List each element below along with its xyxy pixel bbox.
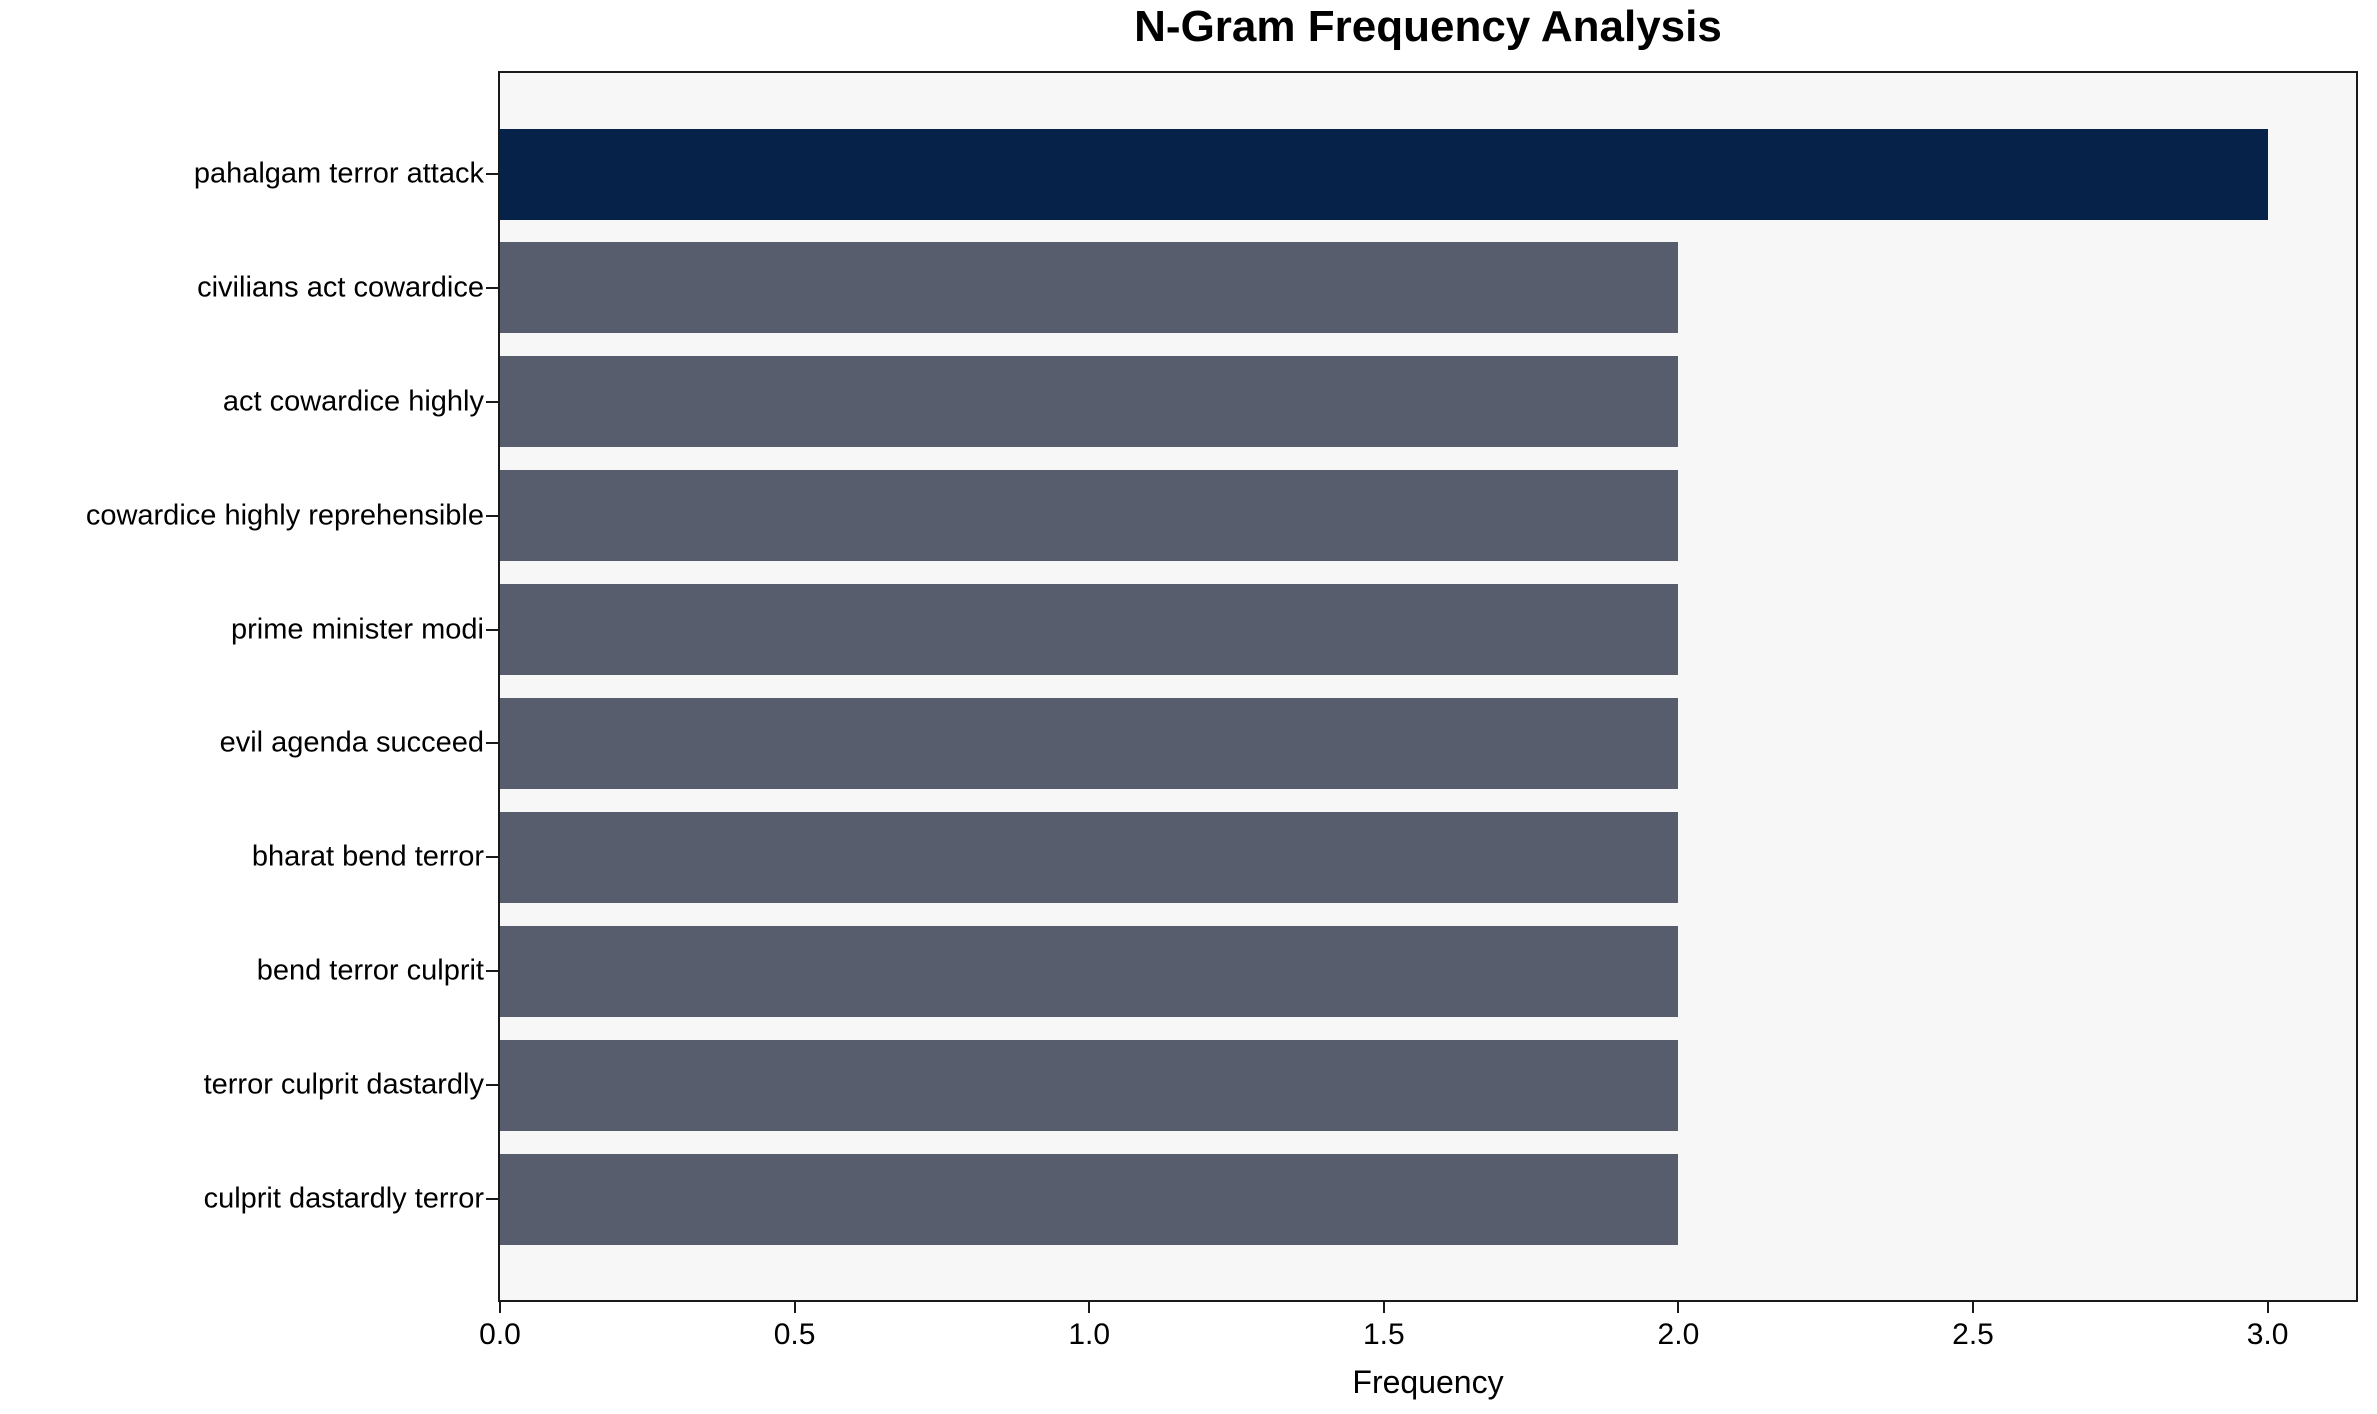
x-tick-mark — [2266, 1302, 2269, 1313]
y-tick-label: evil agenda succeed — [219, 726, 484, 759]
x-tick-label: 0.0 — [479, 1318, 521, 1351]
chart-title: N-Gram Frequency Analysis — [1134, 2, 1722, 51]
y-tick-mark — [486, 628, 498, 631]
y-tick-label: prime minister modi — [231, 613, 484, 646]
x-tick-mark — [1972, 1302, 1975, 1313]
y-tick-label: terror culprit dastardly — [203, 1068, 484, 1101]
x-tick-mark — [1382, 1302, 1385, 1313]
y-tick-mark — [486, 514, 498, 517]
bar-culprit-dastardly-terror — [500, 1153, 1679, 1245]
y-tick-mark — [486, 970, 498, 973]
y-tick-label: pahalgam terror attack — [193, 157, 484, 190]
y-tick-mark — [486, 173, 498, 175]
x-tick-label: 3.0 — [2246, 1318, 2289, 1351]
bar-terror-culprit-dastardly — [500, 1039, 1679, 1131]
x-tick-label: 2.0 — [1657, 1318, 1700, 1351]
x-tick-label: 0.5 — [773, 1318, 816, 1351]
bar-bharat-bend-terror — [500, 811, 1679, 903]
x-tick-mark — [499, 1302, 501, 1313]
x-tick-label: 2.5 — [1952, 1318, 1994, 1351]
x-tick-mark — [793, 1302, 796, 1313]
y-tick-mark — [486, 1084, 498, 1087]
y-tick-mark — [486, 742, 498, 745]
bar-evil-agenda-succeed — [500, 697, 1679, 789]
bar-civilians-act-cowardice — [500, 242, 1679, 334]
plot-area — [498, 71, 2358, 1302]
y-tick-label: civilians act cowardice — [197, 271, 484, 304]
x-tick-label: 1.5 — [1362, 1318, 1405, 1351]
y-tick-label: cowardice highly reprehensible — [85, 499, 484, 532]
y-tick-mark — [486, 1198, 498, 1200]
bar-act-cowardice-highly — [500, 356, 1679, 448]
x-tick-mark — [1677, 1302, 1680, 1313]
bar-pahalgam-terror-attack — [500, 128, 2268, 220]
x-axis-title: Frequency — [1352, 1364, 1504, 1400]
bar-cowardice-highly-reprehensible — [500, 470, 1679, 562]
y-tick-label: act cowardice highly — [222, 385, 484, 418]
x-tick-mark — [1088, 1302, 1091, 1313]
y-tick-label: bend terror culprit — [256, 954, 484, 987]
bar-bend-terror-culprit — [500, 925, 1679, 1017]
y-tick-label: culprit dastardly terror — [203, 1182, 484, 1215]
y-tick-label: bharat bend terror — [251, 840, 484, 873]
bar-prime-minister-modi — [500, 584, 1679, 676]
y-tick-mark — [486, 400, 498, 403]
x-tick-label: 1.0 — [1068, 1318, 1111, 1351]
y-tick-mark — [486, 286, 498, 289]
y-tick-mark — [486, 856, 498, 859]
